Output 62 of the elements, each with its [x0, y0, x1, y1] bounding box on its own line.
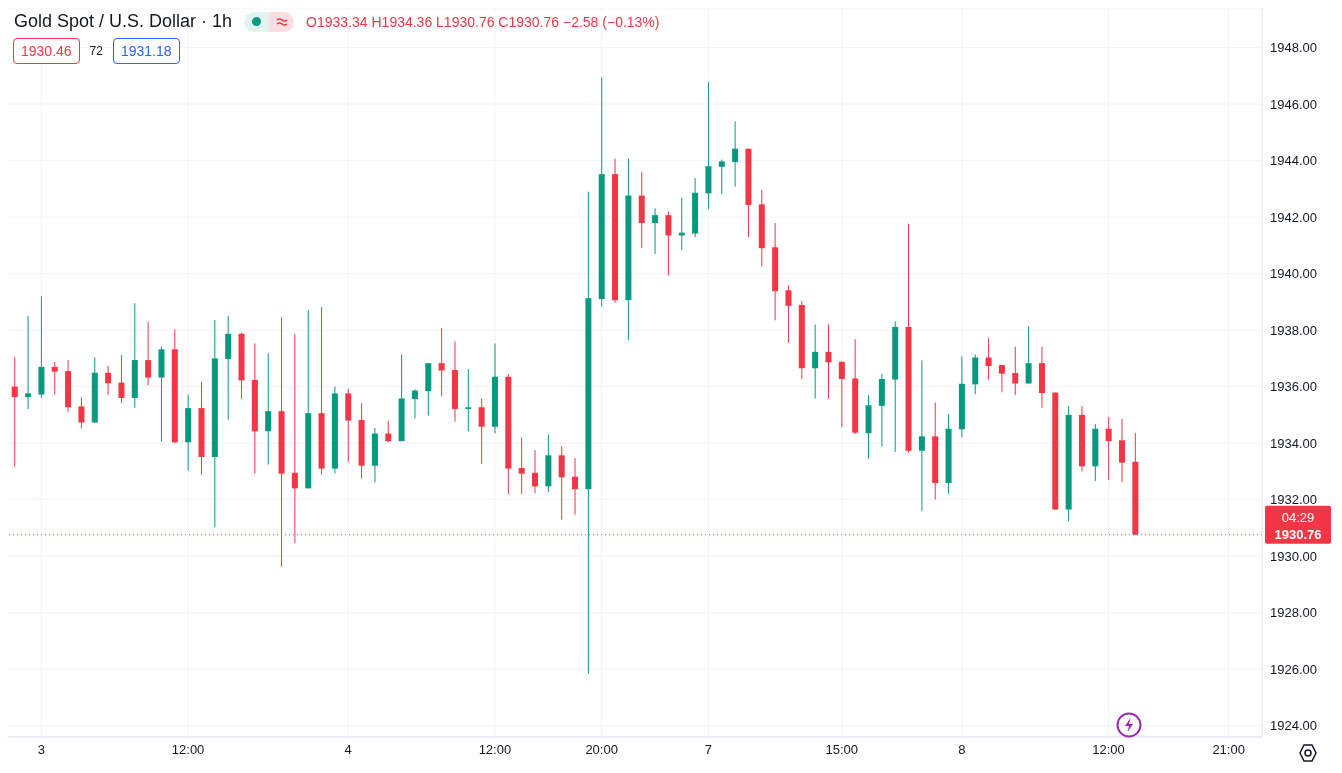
- x-tick-label: 12:00: [478, 742, 512, 758]
- candlestick: [465, 368, 472, 432]
- candlestick: [11, 356, 18, 468]
- candlestick: [478, 398, 485, 465]
- candlestick: [25, 315, 32, 410]
- candlestick: [265, 352, 272, 466]
- candlestick: [985, 337, 992, 381]
- candlestick: [665, 210, 672, 276]
- candlestick: [78, 396, 85, 429]
- candlestick: [385, 420, 392, 443]
- x-tick-label: 4: [344, 742, 352, 758]
- x-tick-label: 20:00: [585, 742, 618, 758]
- y-tick-label: 1930.00: [1270, 548, 1317, 564]
- x-tick-label: 7: [704, 742, 712, 758]
- x-tick-label: 8: [958, 742, 966, 758]
- candlestick: [812, 323, 819, 399]
- candlestick: [1012, 346, 1019, 396]
- y-tick-label: 1932.00: [1270, 492, 1317, 508]
- y-tick-label: 1924.00: [1270, 718, 1317, 734]
- x-tick-label: 21:00: [1212, 742, 1245, 758]
- candlestick: [1105, 416, 1112, 481]
- candlestick: [718, 158, 725, 195]
- x-tick-label: 12:00: [1092, 742, 1125, 758]
- chart-subtitle: O1933.34 H1934.36 L1930.76 C1930.76 −2.58 (−0.13%): [306, 13, 660, 30]
- y-tick-label: 1940.00: [1270, 266, 1317, 282]
- y-tick-label: 1938.00: [1270, 322, 1317, 338]
- x-tick-label: 3: [37, 742, 45, 758]
- chart-title: Gold Spot / U.S. Dollar · 1h: [14, 11, 233, 32]
- candlestick: [785, 284, 792, 344]
- y-tick-label: 1946.00: [1270, 96, 1317, 112]
- candlestick: [998, 364, 1005, 393]
- candlestick: [411, 388, 418, 420]
- annotation: 72: [89, 44, 103, 58]
- y-tick-label: 1936.00: [1270, 379, 1317, 395]
- candlestick: [732, 120, 739, 188]
- text: 04:29: [1281, 509, 1315, 525]
- y-tick-label: 1928.00: [1270, 605, 1317, 621]
- annotation: 1931.18: [112, 38, 180, 64]
- ref-line-label: 1930.76: [1274, 526, 1322, 542]
- candlestick: [1025, 325, 1032, 385]
- candlestick: [145, 321, 152, 386]
- candlestick: [438, 327, 445, 397]
- candlestick: [838, 361, 845, 428]
- candlestick: [51, 361, 58, 396]
- candlestick: [532, 449, 539, 494]
- candlestick: [518, 436, 525, 495]
- y-tick-label: 1948.00: [1270, 40, 1317, 56]
- y-tick-label: 1926.00: [1270, 661, 1317, 677]
- candlestick: [918, 359, 925, 512]
- y-tick-label: 1944.00: [1270, 153, 1317, 169]
- annotation: 1930.46: [13, 38, 80, 64]
- x-tick-label: 15:00: [825, 742, 859, 758]
- candlestick: [1118, 418, 1125, 483]
- candlestick: [572, 457, 579, 516]
- candlestick: [652, 207, 659, 255]
- candlestick: [105, 365, 112, 396]
- candlestick: [558, 445, 565, 521]
- candlestick: [118, 354, 125, 404]
- y-tick-label: 1942.00: [1270, 209, 1317, 225]
- candlestick: [825, 323, 832, 399]
- x-tick-label: 12:00: [171, 742, 205, 758]
- y-tick-label: 1934.00: [1270, 435, 1317, 451]
